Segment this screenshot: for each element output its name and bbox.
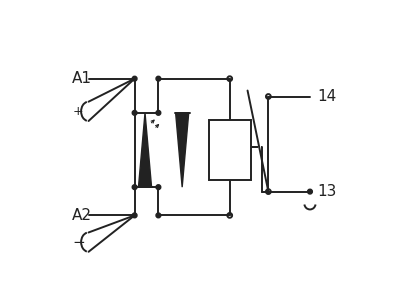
Text: +: + [72, 105, 83, 118]
Text: 14: 14 [318, 89, 337, 104]
Text: A2: A2 [72, 208, 92, 223]
Text: A1: A1 [72, 71, 92, 86]
Circle shape [156, 213, 161, 218]
Polygon shape [138, 113, 152, 187]
Circle shape [132, 185, 137, 190]
Circle shape [156, 110, 161, 115]
Bar [209, 120, 250, 180]
Circle shape [308, 189, 312, 194]
Text: 13: 13 [318, 184, 337, 199]
Text: −: − [72, 235, 85, 250]
Circle shape [132, 110, 137, 115]
Polygon shape [176, 113, 189, 187]
Circle shape [132, 76, 137, 81]
Circle shape [156, 185, 161, 190]
Circle shape [132, 213, 137, 218]
Circle shape [156, 76, 161, 81]
